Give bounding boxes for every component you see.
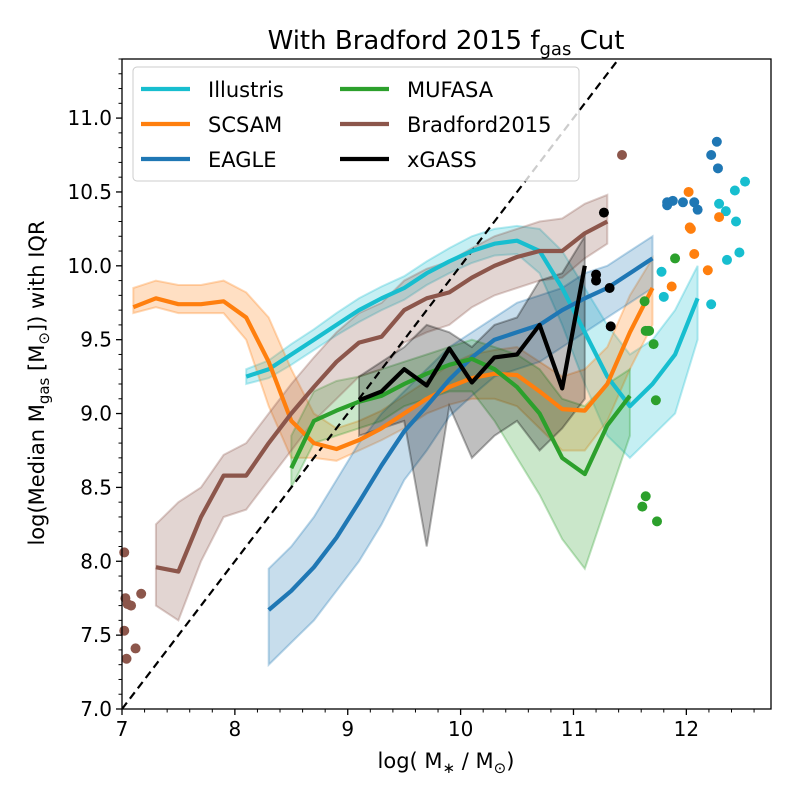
point-eagle bbox=[711, 136, 722, 147]
point-mufasa bbox=[652, 516, 663, 527]
y-tick-label: 8.5 bbox=[80, 475, 112, 499]
point-illustris bbox=[734, 247, 745, 258]
median-line-bradford2015 bbox=[155, 219, 609, 574]
iqr-band-xgass bbox=[358, 232, 586, 547]
point-xgass bbox=[591, 275, 602, 286]
point-scsam bbox=[702, 265, 713, 276]
median-line-xgass bbox=[358, 265, 587, 403]
point-mufasa bbox=[670, 253, 681, 264]
point-mufasa bbox=[644, 325, 655, 336]
point-eagle bbox=[712, 163, 723, 174]
iqr-band-scsam bbox=[132, 254, 654, 462]
point-eagle bbox=[677, 197, 688, 208]
y-tick-label: 9.0 bbox=[80, 402, 112, 426]
point-illustris bbox=[729, 185, 740, 196]
legend-label-illustris: Illustris bbox=[208, 78, 284, 102]
legend-label-mufasa: MUFASA bbox=[407, 78, 494, 102]
chart-title: With Bradford 2015 fgas Cut bbox=[268, 26, 625, 60]
x-tick-label: 8 bbox=[229, 717, 242, 741]
point-illustris bbox=[656, 266, 667, 277]
x-tick-label: 7 bbox=[116, 717, 129, 741]
y-tick-label: 7.5 bbox=[80, 623, 112, 647]
point-eagle bbox=[667, 195, 678, 206]
x-tick-label: 11 bbox=[561, 717, 586, 741]
y-tick-label: 10.0 bbox=[67, 254, 112, 278]
point-bradford2015 bbox=[126, 600, 137, 611]
iqr-band-illustris bbox=[245, 224, 699, 460]
axes: 7 8 9 10 11 12 7.0 7.5 8.0 8.5 9.0 9.5 10.0 10.5 11.0 bbox=[67, 58, 772, 741]
legend-label-xgass: xGASS bbox=[407, 148, 477, 172]
point-illustris bbox=[731, 216, 742, 227]
point-bradford2015 bbox=[119, 625, 130, 636]
point-mufasa bbox=[640, 491, 651, 502]
point-scsam bbox=[714, 212, 725, 223]
point-scsam bbox=[685, 223, 696, 234]
legend-label-scsam: SCSAM bbox=[208, 113, 282, 137]
point-xgass bbox=[598, 207, 609, 218]
point-bradford2015 bbox=[136, 588, 147, 599]
point-illustris bbox=[714, 198, 725, 209]
point-illustris bbox=[706, 299, 717, 310]
y-axis-label: log(Median Mgas [M⊙]) with IQR bbox=[25, 220, 53, 545]
y-tick-label: 8.0 bbox=[80, 549, 112, 573]
iqr-bands bbox=[132, 193, 699, 668]
x-tick-label: 9 bbox=[341, 717, 354, 741]
x-tick-label: 12 bbox=[674, 717, 699, 741]
point-illustris bbox=[658, 291, 669, 302]
point-mufasa bbox=[650, 395, 661, 406]
point-scsam bbox=[666, 281, 677, 292]
point-bradford2015 bbox=[130, 643, 141, 654]
point-mufasa bbox=[639, 296, 650, 307]
point-bradford2015 bbox=[617, 150, 628, 161]
point-bradford2015 bbox=[121, 653, 132, 664]
point-mufasa bbox=[637, 501, 648, 512]
y-tick-label: 11.0 bbox=[67, 106, 112, 130]
iqr-band-bradford2015 bbox=[154, 193, 609, 622]
point-eagle bbox=[692, 204, 703, 215]
point-illustris bbox=[720, 206, 731, 217]
legend-label-bradford2015: Bradford2015 bbox=[407, 113, 552, 137]
y-tick-label: 7.0 bbox=[80, 697, 112, 721]
point-illustris bbox=[740, 176, 751, 187]
point-scsam bbox=[683, 186, 694, 197]
point-xgass bbox=[605, 321, 616, 332]
point-xgass bbox=[604, 282, 615, 293]
point-mufasa bbox=[648, 339, 659, 350]
median-line-illustris bbox=[245, 238, 700, 409]
point-bradford2015 bbox=[119, 547, 130, 558]
x-tick-label: 10 bbox=[448, 717, 473, 741]
median-line-scsam bbox=[132, 287, 655, 452]
y-tick-label: 9.5 bbox=[80, 328, 112, 352]
point-scsam bbox=[689, 249, 700, 259]
legend: Illustris SCSAM EAGLE MUFASA Bradford2015 xGA… bbox=[132, 66, 580, 182]
legend-label-eagle: EAGLE bbox=[208, 148, 277, 172]
point-illustris bbox=[721, 254, 732, 265]
scatter-points bbox=[119, 136, 751, 664]
x-axis-label: log( M∗ / M⊙) bbox=[378, 749, 515, 777]
y-tick-label: 10.5 bbox=[67, 180, 112, 204]
point-eagle bbox=[706, 150, 717, 161]
